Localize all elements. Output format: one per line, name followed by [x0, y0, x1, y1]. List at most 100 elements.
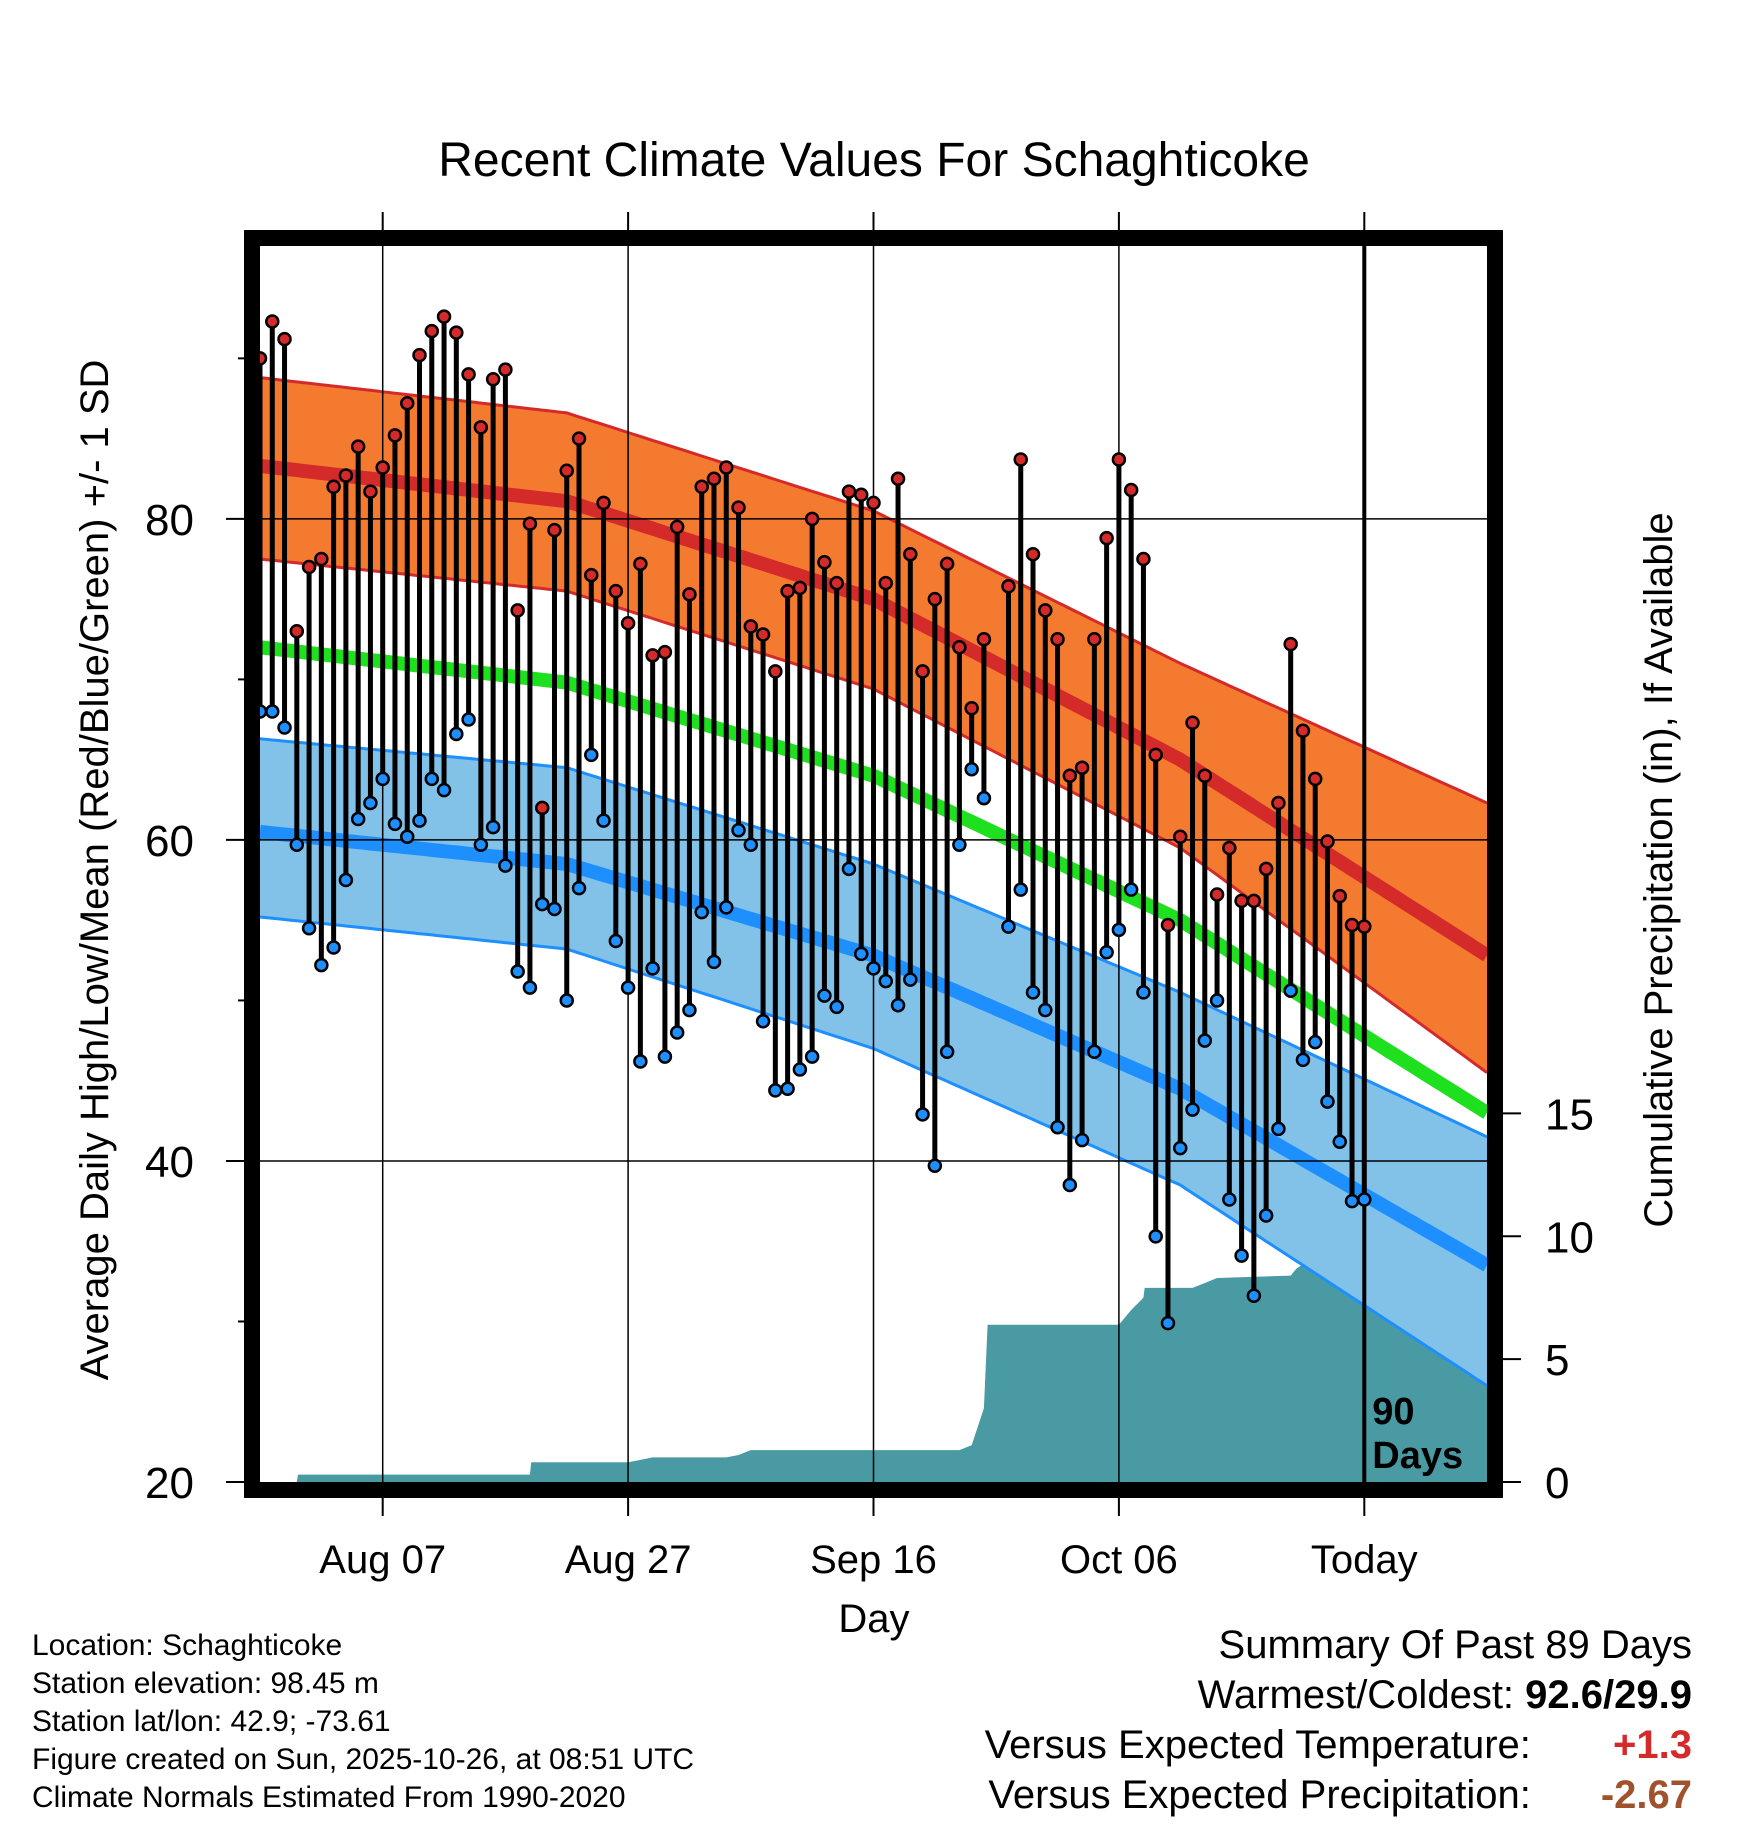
daily-high-point — [522, 516, 538, 531]
daily-high-point — [890, 471, 906, 487]
x-tick-label: Aug 27 — [565, 1538, 692, 1582]
daily-low-point — [510, 964, 525, 979]
daily-low-point — [731, 823, 746, 838]
daily-high-point — [1136, 551, 1151, 567]
daily-high-point — [804, 511, 820, 527]
daily-low-point — [1074, 1132, 1090, 1148]
daily-high-point — [915, 664, 930, 679]
y-tick-label-left: 20 — [145, 1459, 194, 1508]
daily-high-point — [706, 471, 722, 487]
summary-panel: Summary Of Past 89 Days Warmest/Coldest:… — [985, 1620, 1692, 1820]
daily-low-point — [265, 704, 280, 719]
daily-low-point — [927, 1158, 943, 1174]
daily-low-point — [804, 1049, 820, 1064]
daily-high-point — [1123, 482, 1139, 498]
daily-high-point — [719, 460, 734, 475]
daily-low-point — [866, 961, 881, 976]
daily-high-point — [1148, 747, 1163, 763]
created-text: Figure created on Sun, 2025-10-26, at 08… — [32, 1743, 695, 1776]
daily-low-point — [1123, 882, 1139, 897]
daily-high-point — [584, 567, 599, 583]
daily-high-point — [694, 479, 709, 495]
daily-high-point — [866, 495, 881, 511]
daily-high-point — [412, 347, 427, 363]
daily-low-point — [424, 771, 440, 787]
daily-high-point — [363, 484, 378, 499]
daily-low-point — [596, 813, 611, 828]
y-tick-label-right: 0 — [1545, 1459, 1569, 1508]
daily-high-point — [1357, 919, 1372, 934]
daily-low-point — [498, 858, 513, 873]
daily-high-point — [547, 522, 562, 538]
daily-high-point — [878, 575, 894, 591]
daily-high-point — [1062, 768, 1078, 783]
daily-high-point — [853, 487, 869, 503]
precip-value: -2.67 — [1600, 1773, 1692, 1817]
today-days-word: Days — [1372, 1435, 1463, 1477]
daily-low-point — [449, 726, 464, 742]
daily-low-point — [620, 980, 636, 995]
daily-low-point — [584, 747, 599, 763]
daily-high-point — [1001, 579, 1016, 594]
daily-high-point — [375, 460, 390, 475]
y-tick-label-right: 5 — [1545, 1336, 1569, 1385]
daily-low-point — [976, 790, 992, 806]
daily-high-point — [939, 556, 955, 572]
daily-high-point — [301, 559, 317, 575]
daily-high-point — [620, 615, 636, 631]
daily-high-point — [461, 367, 476, 382]
daily-low-point — [461, 712, 476, 727]
daily-high-point — [731, 500, 746, 515]
daily-high-point — [682, 587, 697, 602]
daily-high-point — [1246, 893, 1262, 909]
daily-low-point — [559, 993, 574, 1008]
daily-high-point — [1185, 715, 1200, 730]
daily-low-point — [1038, 1002, 1053, 1018]
daily-low-point — [1136, 985, 1151, 1000]
daily-high-point — [645, 648, 660, 663]
daily-high-point — [498, 362, 513, 377]
daily-low-point — [817, 988, 832, 1003]
daily-low-point — [289, 837, 305, 852]
daily-high-point — [669, 519, 685, 535]
daily-low-point — [903, 972, 918, 987]
daily-low-point — [436, 782, 452, 798]
daily-low-point — [853, 946, 869, 962]
daily-low-point — [657, 1049, 673, 1064]
daily-high-point — [1344, 917, 1360, 933]
y-tick-label-left: 60 — [145, 817, 194, 866]
warm-cold-value: 92.6/29.9 — [1525, 1673, 1692, 1717]
warm-cold-label: Warmest/Coldest: — [1197, 1673, 1515, 1717]
y-tick-label-right: 10 — [1545, 1213, 1594, 1262]
daily-high-point — [1209, 887, 1225, 902]
daily-high-point — [657, 644, 673, 660]
daily-low-point — [780, 1081, 795, 1096]
daily-low-point — [277, 720, 292, 735]
daily-low-point — [608, 933, 624, 949]
daily-low-point — [939, 1044, 955, 1060]
daily-high-point — [1160, 917, 1176, 933]
daily-low-point — [363, 795, 378, 811]
daily-low-point — [387, 816, 403, 832]
daily-low-point — [645, 961, 660, 976]
daily-low-point — [534, 896, 550, 912]
daily-low-point — [1099, 945, 1114, 960]
daily-high-point — [1050, 632, 1065, 647]
daily-high-point — [1271, 795, 1286, 811]
x-tick-label: Oct 06 — [1060, 1538, 1178, 1582]
daily-high-point — [1197, 768, 1213, 783]
daily-high-point — [743, 619, 759, 634]
daily-high-point — [289, 623, 305, 639]
daily-low-point — [1258, 1208, 1274, 1223]
daily-low-point — [1295, 1052, 1311, 1068]
daily-high-point — [1025, 546, 1041, 562]
daily-low-point — [547, 901, 562, 917]
daily-low-point — [669, 1025, 685, 1040]
normals-text: Climate Normals Estimated From 1990-2020 — [32, 1781, 626, 1814]
daily-low-point — [412, 813, 427, 828]
chart-title: Recent Climate Values For Schaghticoke — [438, 134, 1310, 187]
y-axis-label-left: Average Daily High/Low/Mean (Red/Blue/Gr… — [73, 360, 117, 1381]
daily-low-point — [1344, 1193, 1360, 1209]
daily-low-point — [522, 980, 538, 995]
